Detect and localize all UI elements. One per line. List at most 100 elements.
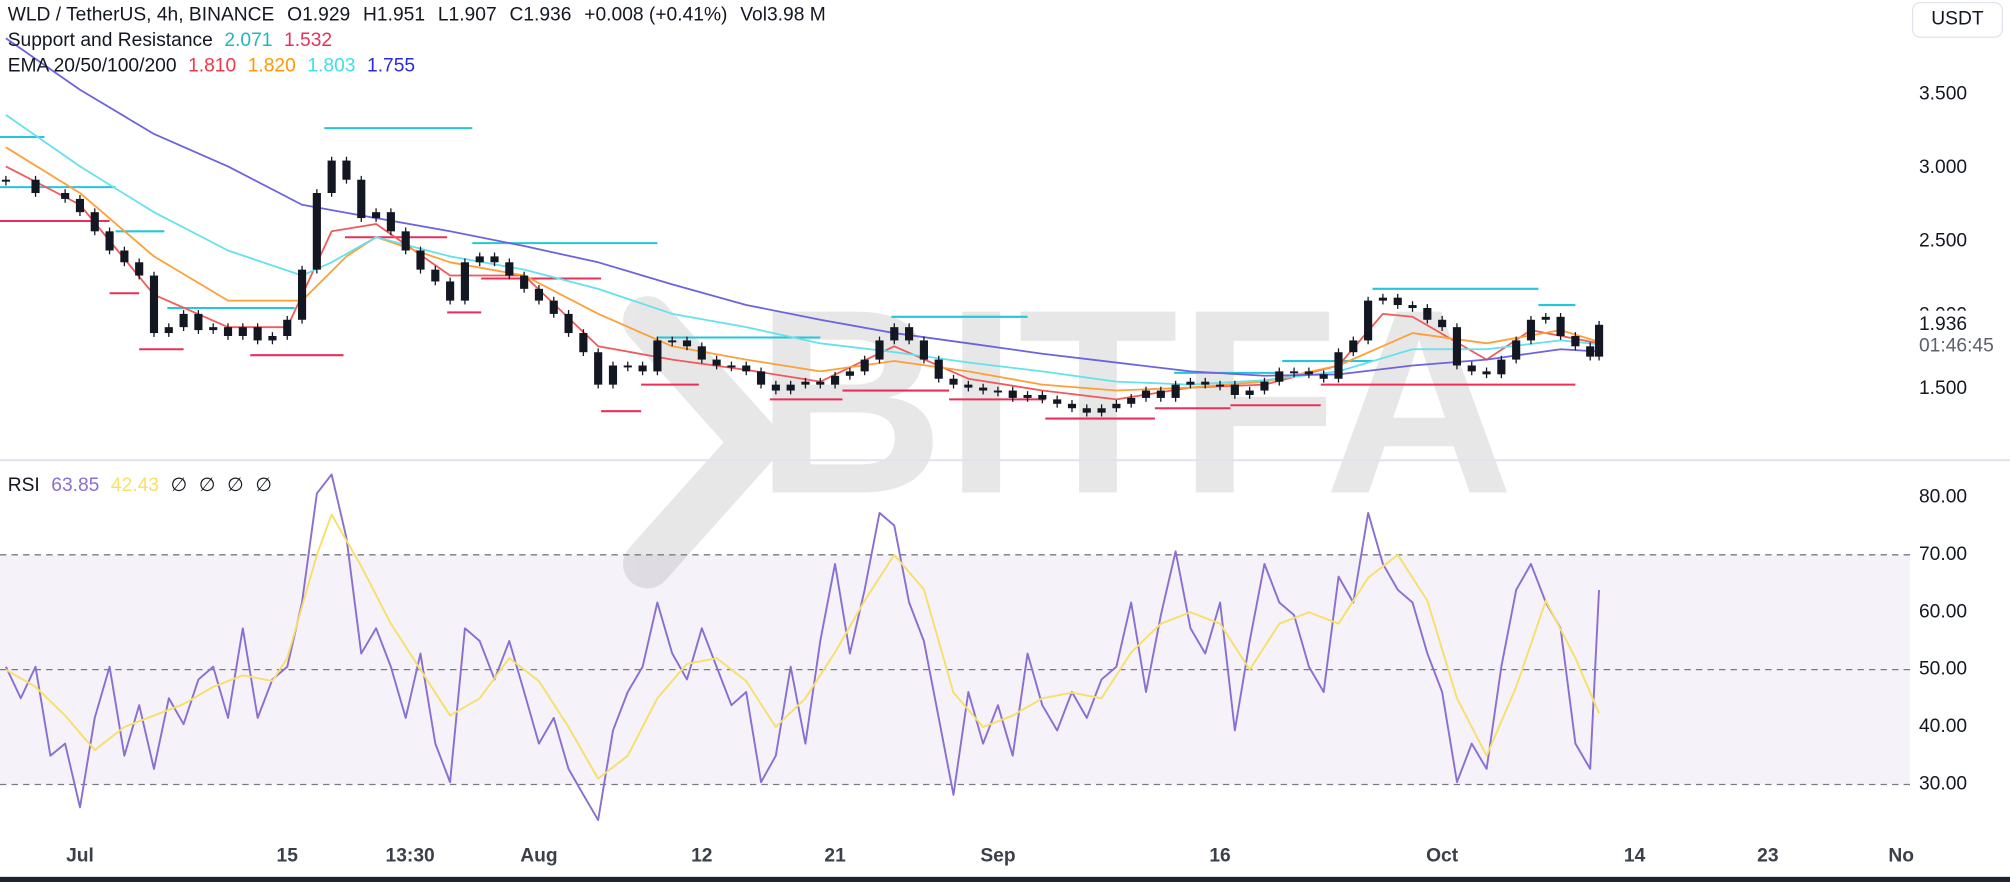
candle — [890, 327, 899, 341]
candle — [490, 256, 499, 263]
candle — [816, 381, 825, 385]
candle — [431, 269, 440, 282]
candle — [860, 359, 869, 372]
candle — [564, 313, 573, 334]
countdown: 01:46:45 — [1919, 336, 1994, 357]
candle — [90, 212, 99, 232]
legend-value: ∅ — [199, 475, 216, 496]
candle — [608, 365, 618, 385]
ema-line — [5, 114, 1600, 386]
candle — [386, 212, 395, 232]
candle — [61, 193, 70, 199]
candle — [1319, 374, 1328, 379]
legend: EMA 20/50/100/200 1.810 1.820 1.803 1.755 — [8, 56, 415, 77]
candle — [253, 327, 262, 341]
candle — [1215, 384, 1225, 387]
candle — [446, 281, 455, 301]
candle — [1, 179, 10, 182]
candle — [75, 198, 85, 213]
candle — [1230, 384, 1239, 395]
candle — [283, 319, 292, 336]
x-tick-label: 12 — [691, 845, 712, 866]
x-tick-label: Oct — [1426, 845, 1459, 866]
ema-line — [5, 37, 1600, 377]
rsi-band — [0, 554, 1911, 785]
candle — [327, 160, 336, 194]
header-close: C1.936 — [509, 4, 571, 25]
watermark: BITFA — [622, 254, 1514, 589]
candle — [416, 250, 425, 270]
header-volume: Vol3.98 M — [740, 4, 825, 25]
candle — [460, 262, 469, 301]
legend-value: 42.43 — [111, 475, 159, 496]
header-low: L1.907 — [438, 4, 497, 25]
currency-button[interactable] — [1911, 1, 2003, 38]
y-tick-label: 2.500 — [1919, 231, 1967, 252]
y-tick-label: 3.500 — [1919, 83, 1967, 104]
candle — [179, 313, 188, 328]
candle — [1438, 319, 1447, 328]
candle — [149, 275, 159, 334]
candle — [223, 327, 233, 336]
candle — [1201, 381, 1210, 385]
legend-value: ∅ — [227, 475, 244, 496]
header-open: O1.929 — [287, 4, 350, 25]
candle — [1378, 297, 1387, 301]
candle — [801, 381, 810, 385]
candle — [934, 359, 943, 379]
candle — [949, 378, 958, 385]
legend: Support and Resistance 2.071 1.532 — [8, 30, 332, 51]
candle — [727, 365, 736, 368]
candle — [845, 371, 854, 376]
candle — [1556, 316, 1565, 336]
candle — [1260, 381, 1269, 391]
last-price-box — [1912, 310, 2010, 360]
candle — [120, 250, 129, 263]
candle — [1127, 397, 1136, 404]
candle — [1023, 394, 1032, 398]
x-tick-label: Aug — [520, 845, 557, 866]
candle — [993, 390, 1003, 393]
candle — [1512, 340, 1521, 360]
y-tick-label: 30.00 — [1919, 774, 1967, 795]
currency-label[interactable]: USDT — [1931, 8, 1984, 29]
candle — [164, 327, 173, 334]
candle — [919, 340, 928, 360]
candle — [1497, 359, 1506, 375]
legend-value: 2.071 — [224, 30, 272, 51]
x-tick-label: Jul — [66, 845, 94, 866]
candle — [1275, 371, 1284, 382]
candle — [786, 384, 795, 391]
candle — [209, 327, 218, 331]
y-tick-label: 50.00 — [1919, 659, 1967, 680]
candle — [623, 365, 632, 368]
candle — [1423, 307, 1432, 320]
candle — [1067, 403, 1077, 409]
y-tick-label: 1.500 — [1919, 378, 1967, 399]
legend-name: EMA 20/50/100/200 — [8, 56, 177, 77]
candle — [979, 387, 988, 391]
candle — [549, 300, 558, 314]
candle — [742, 365, 751, 372]
candle — [520, 275, 529, 289]
pane: 30.00 40.00 50.00 60.00 70.00 80.00 Jul 15 13:30… — [0, 473, 1967, 866]
y-tick-label: 3.000 — [1919, 157, 1967, 178]
y-tick-label: 80.00 — [1919, 486, 1967, 507]
bottom-bar — [0, 876, 2010, 882]
x-tick-label: 14 — [1624, 845, 1646, 866]
candle — [1053, 399, 1062, 404]
legend-value: ∅ — [171, 475, 188, 496]
candle — [594, 352, 603, 385]
candle — [1304, 371, 1313, 375]
candle — [1038, 394, 1047, 400]
x-tick-label: Sep — [980, 845, 1015, 866]
candle — [756, 371, 766, 385]
candle — [653, 340, 662, 372]
candle — [1141, 390, 1151, 398]
candle — [1112, 403, 1121, 409]
header-change: +0.008 (+0.41%) — [584, 4, 727, 25]
x-tick-label: 16 — [1209, 845, 1230, 866]
